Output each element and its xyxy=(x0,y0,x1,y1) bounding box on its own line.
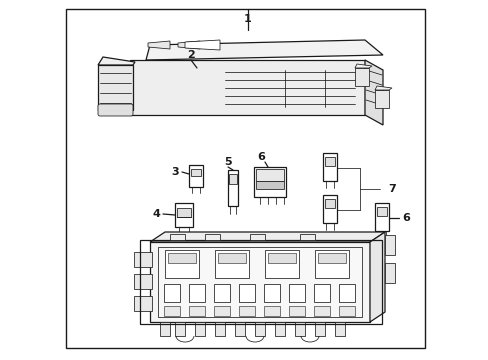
Bar xyxy=(189,165,203,187)
FancyBboxPatch shape xyxy=(98,104,133,116)
Bar xyxy=(164,250,199,278)
Bar xyxy=(175,322,184,336)
Bar xyxy=(338,284,354,302)
Bar xyxy=(264,284,280,302)
Bar xyxy=(218,253,245,263)
Polygon shape xyxy=(204,234,220,240)
Text: 6: 6 xyxy=(401,213,409,223)
Bar xyxy=(98,65,133,110)
Bar xyxy=(214,284,229,302)
Polygon shape xyxy=(146,40,382,60)
Polygon shape xyxy=(364,60,382,125)
Bar xyxy=(334,322,345,336)
Bar xyxy=(66,9,424,348)
Bar xyxy=(313,284,329,302)
Bar xyxy=(195,322,204,336)
Bar xyxy=(163,306,180,316)
Bar xyxy=(235,322,244,336)
Text: 7: 7 xyxy=(387,184,395,194)
Bar xyxy=(323,195,336,223)
Bar xyxy=(254,322,264,336)
Bar xyxy=(317,253,346,263)
Bar xyxy=(130,60,364,115)
Bar xyxy=(239,284,254,302)
Polygon shape xyxy=(354,64,371,68)
Bar xyxy=(215,322,224,336)
Bar xyxy=(274,322,285,336)
Bar xyxy=(384,263,394,283)
Bar xyxy=(314,250,348,278)
Bar xyxy=(374,90,388,108)
Bar xyxy=(239,306,254,316)
Bar xyxy=(228,174,237,184)
Bar xyxy=(338,306,354,316)
Text: 4: 4 xyxy=(152,209,160,219)
Text: 1: 1 xyxy=(244,14,251,24)
Bar xyxy=(168,253,196,263)
Polygon shape xyxy=(374,86,391,90)
Bar xyxy=(325,199,334,208)
Bar xyxy=(134,252,152,267)
Bar xyxy=(264,306,280,316)
Bar xyxy=(191,169,201,176)
Polygon shape xyxy=(150,232,384,242)
Bar xyxy=(150,242,369,322)
Bar xyxy=(140,240,381,324)
Bar xyxy=(160,322,170,336)
Bar xyxy=(288,284,305,302)
Bar xyxy=(376,207,386,216)
Polygon shape xyxy=(184,40,220,50)
Bar xyxy=(256,169,284,181)
Bar xyxy=(163,284,180,302)
Polygon shape xyxy=(98,57,135,65)
Polygon shape xyxy=(178,41,200,49)
Text: 2: 2 xyxy=(187,50,195,60)
Polygon shape xyxy=(299,234,314,240)
Polygon shape xyxy=(249,234,264,240)
Bar xyxy=(256,181,284,189)
Bar xyxy=(134,274,152,289)
Polygon shape xyxy=(170,234,184,240)
Bar xyxy=(384,235,394,255)
Bar xyxy=(189,306,204,316)
Bar xyxy=(189,284,204,302)
Text: 5: 5 xyxy=(224,157,231,167)
Bar xyxy=(294,322,305,336)
Bar xyxy=(253,167,285,197)
Bar xyxy=(215,250,248,278)
Bar xyxy=(313,306,329,316)
Text: 3: 3 xyxy=(171,167,179,177)
Bar xyxy=(214,306,229,316)
Polygon shape xyxy=(148,41,170,49)
Bar xyxy=(288,306,305,316)
Bar xyxy=(325,157,334,166)
Bar xyxy=(323,153,336,181)
Bar xyxy=(267,253,295,263)
Text: 6: 6 xyxy=(257,152,264,162)
Bar xyxy=(314,322,325,336)
Bar xyxy=(175,203,193,227)
Polygon shape xyxy=(369,232,384,322)
Bar xyxy=(177,208,191,217)
Bar xyxy=(264,250,298,278)
Bar xyxy=(374,203,388,231)
Bar xyxy=(158,247,361,317)
Bar xyxy=(354,68,368,86)
Bar xyxy=(227,170,238,206)
Bar xyxy=(134,296,152,311)
